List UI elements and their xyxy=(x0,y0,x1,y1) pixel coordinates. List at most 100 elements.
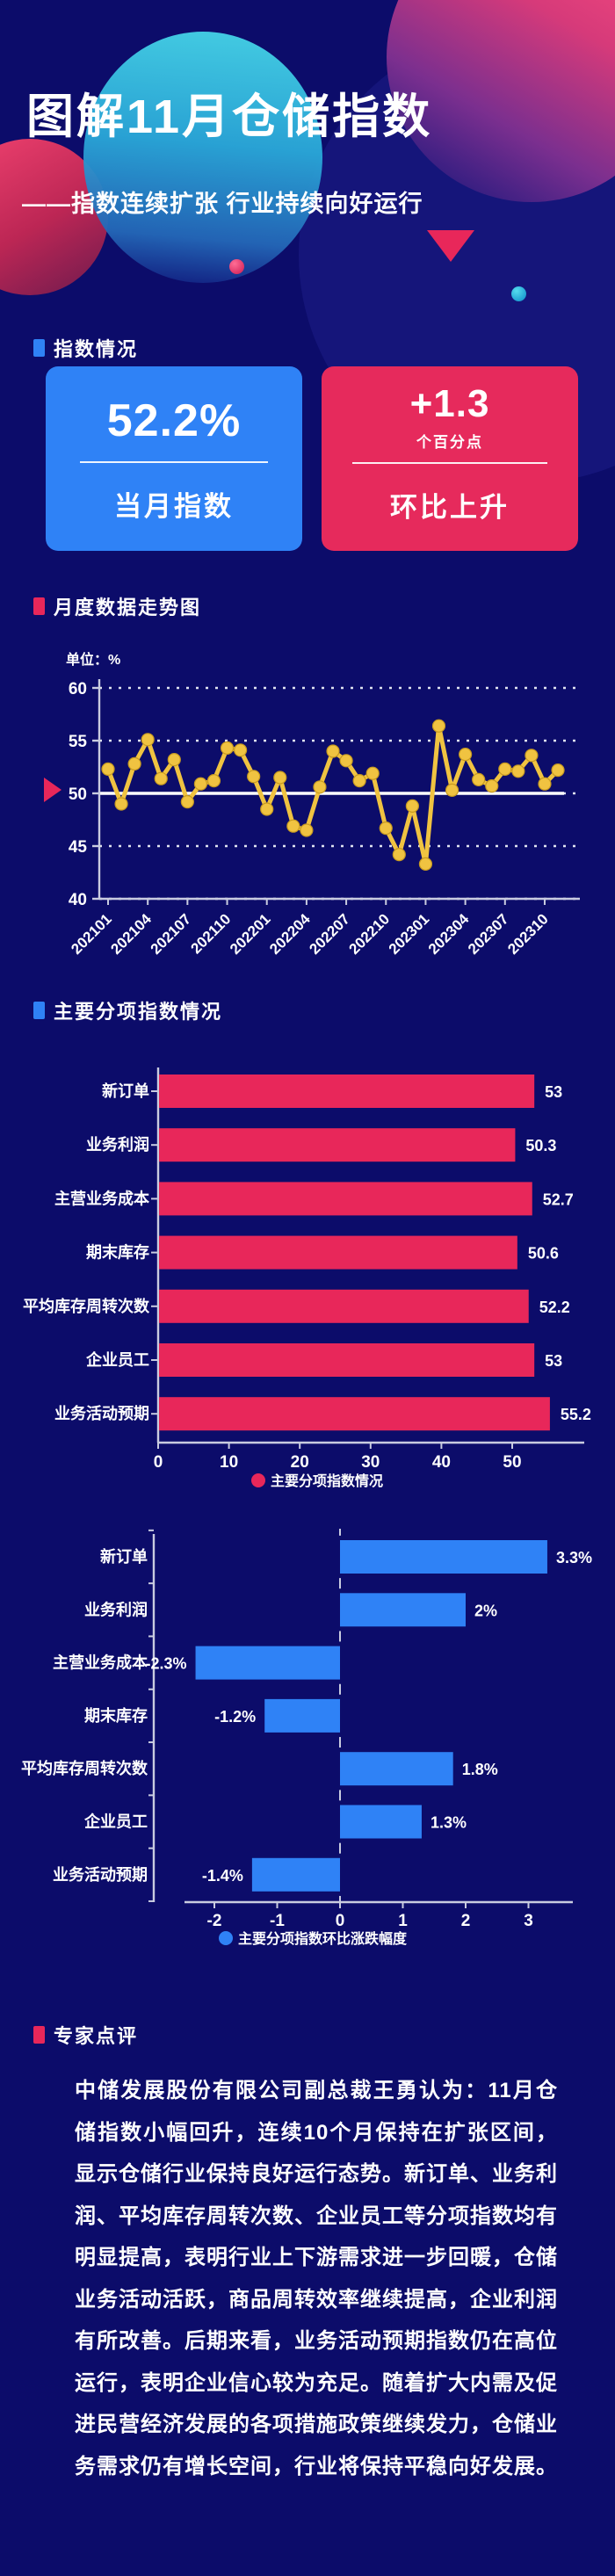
page-title: 图解11月仓储指数 xyxy=(26,90,433,143)
bar xyxy=(264,1698,340,1733)
x-tick-label: 20 xyxy=(291,1453,309,1472)
x-tick-label: 202110 xyxy=(187,910,234,957)
teal-ellipse-decoration xyxy=(83,32,322,283)
current-index-card: 52.2% 当月指数 xyxy=(46,366,302,551)
bar xyxy=(340,1540,547,1574)
category-label: 新订单 xyxy=(100,1547,148,1566)
category-label: 业务利润 xyxy=(84,1600,148,1618)
data-point xyxy=(273,771,287,785)
bar xyxy=(159,1182,532,1216)
bar xyxy=(340,1752,453,1786)
bar-value-label: 3.3% xyxy=(556,1549,592,1567)
section-label: 主要分项指数情况 xyxy=(54,1001,223,1023)
category-label: 期末库存 xyxy=(84,1706,148,1725)
category-label: 主营业务成本 xyxy=(53,1653,148,1672)
x-tick-label: 2 xyxy=(461,1912,471,1930)
data-point xyxy=(445,783,459,797)
data-point xyxy=(459,747,473,762)
data-point xyxy=(101,762,115,777)
x-tick-label: 202307 xyxy=(465,910,512,958)
bar xyxy=(195,1646,340,1680)
data-point xyxy=(551,763,565,778)
data-point xyxy=(392,848,406,862)
data-point xyxy=(220,741,235,756)
section-label: 月度数据走势图 xyxy=(54,597,202,619)
monthly-trend-line-chart: 60 55 50 45 40202101202104202107202110202201… xyxy=(44,679,580,958)
category-label: 主营业务成本 xyxy=(54,1189,149,1207)
data-point xyxy=(511,764,525,778)
data-point xyxy=(180,795,194,809)
bar-value-label: 53 xyxy=(545,1352,562,1370)
red-square-bullet-icon xyxy=(33,2026,45,2044)
data-point xyxy=(313,780,327,794)
expert-comment-text: 中储发展股份有限公司副总裁王勇认为：11月仓储指数小幅回升，连续10个月保持在扩… xyxy=(75,2079,558,2478)
bar xyxy=(340,1805,422,1839)
category-label: 企业员工 xyxy=(83,1813,148,1831)
bar-value-label: 52.7 xyxy=(543,1190,574,1208)
x-tick-label: 202201 xyxy=(227,910,274,958)
data-point xyxy=(260,802,274,816)
data-point xyxy=(379,821,393,836)
x-tick-label: -2 xyxy=(207,1912,222,1930)
data-point xyxy=(300,823,314,837)
sub-indices-mom-change-bar-chart: -2 -1 0 1 2 3 新订单 3.3% 业务利润 2% 主营业务成本-2.3% 期末库存 -1.2… xyxy=(21,1529,592,1947)
data-point xyxy=(472,772,486,786)
data-point xyxy=(405,799,419,813)
x-tick-label: 0 xyxy=(154,1453,163,1472)
data-point xyxy=(365,766,380,780)
card-divider xyxy=(352,462,547,464)
mom-change-unit: 个百分点 xyxy=(416,434,483,451)
red-triangle-decoration xyxy=(427,230,474,262)
bar-value-label: 55.2 xyxy=(561,1406,591,1423)
bar-value-label: 53 xyxy=(545,1083,562,1101)
mom-change-label: 环比上升 xyxy=(390,492,510,523)
legend-label: 主要分项指数环比涨跌幅度 xyxy=(238,1930,408,1947)
x-tick-label: 50 xyxy=(503,1453,521,1472)
unit-label: 单位：% xyxy=(66,653,121,668)
bar xyxy=(251,1857,340,1892)
x-tick-label: 202207 xyxy=(306,910,353,958)
blue-square-bullet-icon xyxy=(33,1002,45,1019)
category-label: 平均库存周转次数 xyxy=(23,1297,150,1315)
x-tick-label: 202304 xyxy=(425,910,473,958)
section-label: 专家点评 xyxy=(54,2025,139,2047)
data-point xyxy=(431,719,446,733)
data-point xyxy=(234,743,248,757)
data-point xyxy=(193,777,208,791)
page-subtitle: ——指数连续扩张 行业持续向好运行 xyxy=(22,191,423,217)
x-tick-label: 3 xyxy=(524,1912,533,1930)
x-tick-label: 202310 xyxy=(504,910,552,958)
x-tick-label: 40 xyxy=(432,1453,451,1472)
bar-value-label: 50.6 xyxy=(528,1245,559,1263)
data-point xyxy=(114,797,128,811)
y-tick-label: 50 xyxy=(69,785,87,804)
data-point xyxy=(127,756,141,771)
bar-value-label: -2.3% xyxy=(146,1655,187,1673)
bar-value-label: 1.3% xyxy=(430,1814,467,1832)
sub-indices-bar-chart: 0 10 20 30 40 50 新订单 53 业务利润 50.3 主营业务成本 52.7 期末库存 50… xyxy=(23,1067,591,1489)
bar xyxy=(159,1289,529,1323)
category-label: 新订单 xyxy=(102,1082,149,1100)
bar-value-label: 2% xyxy=(474,1602,497,1619)
data-point xyxy=(206,774,221,788)
x-tick-label: 202104 xyxy=(107,910,155,958)
bar xyxy=(159,1235,517,1270)
teal-dot-decoration xyxy=(511,286,526,301)
data-point xyxy=(154,771,168,785)
data-point xyxy=(538,777,552,791)
mom-change-value: +1.3 xyxy=(409,382,490,425)
category-label: 平均库存周转次数 xyxy=(21,1759,148,1777)
data-point xyxy=(247,770,261,784)
bar-value-label: -1.4% xyxy=(202,1867,243,1885)
x-tick-label: 202301 xyxy=(386,910,433,958)
data-point xyxy=(485,779,499,793)
section-expert-comment: 专家点评 xyxy=(33,2021,138,2049)
magenta-dot-decoration xyxy=(229,259,244,274)
current-index-label: 当月指数 xyxy=(114,491,234,522)
bar-value-label: -1.2% xyxy=(214,1708,256,1726)
legend-dot-icon xyxy=(219,1931,233,1945)
category-label: 业务利润 xyxy=(86,1135,149,1154)
category-label: 业务活动预期 xyxy=(54,1404,149,1422)
data-point xyxy=(286,819,300,833)
